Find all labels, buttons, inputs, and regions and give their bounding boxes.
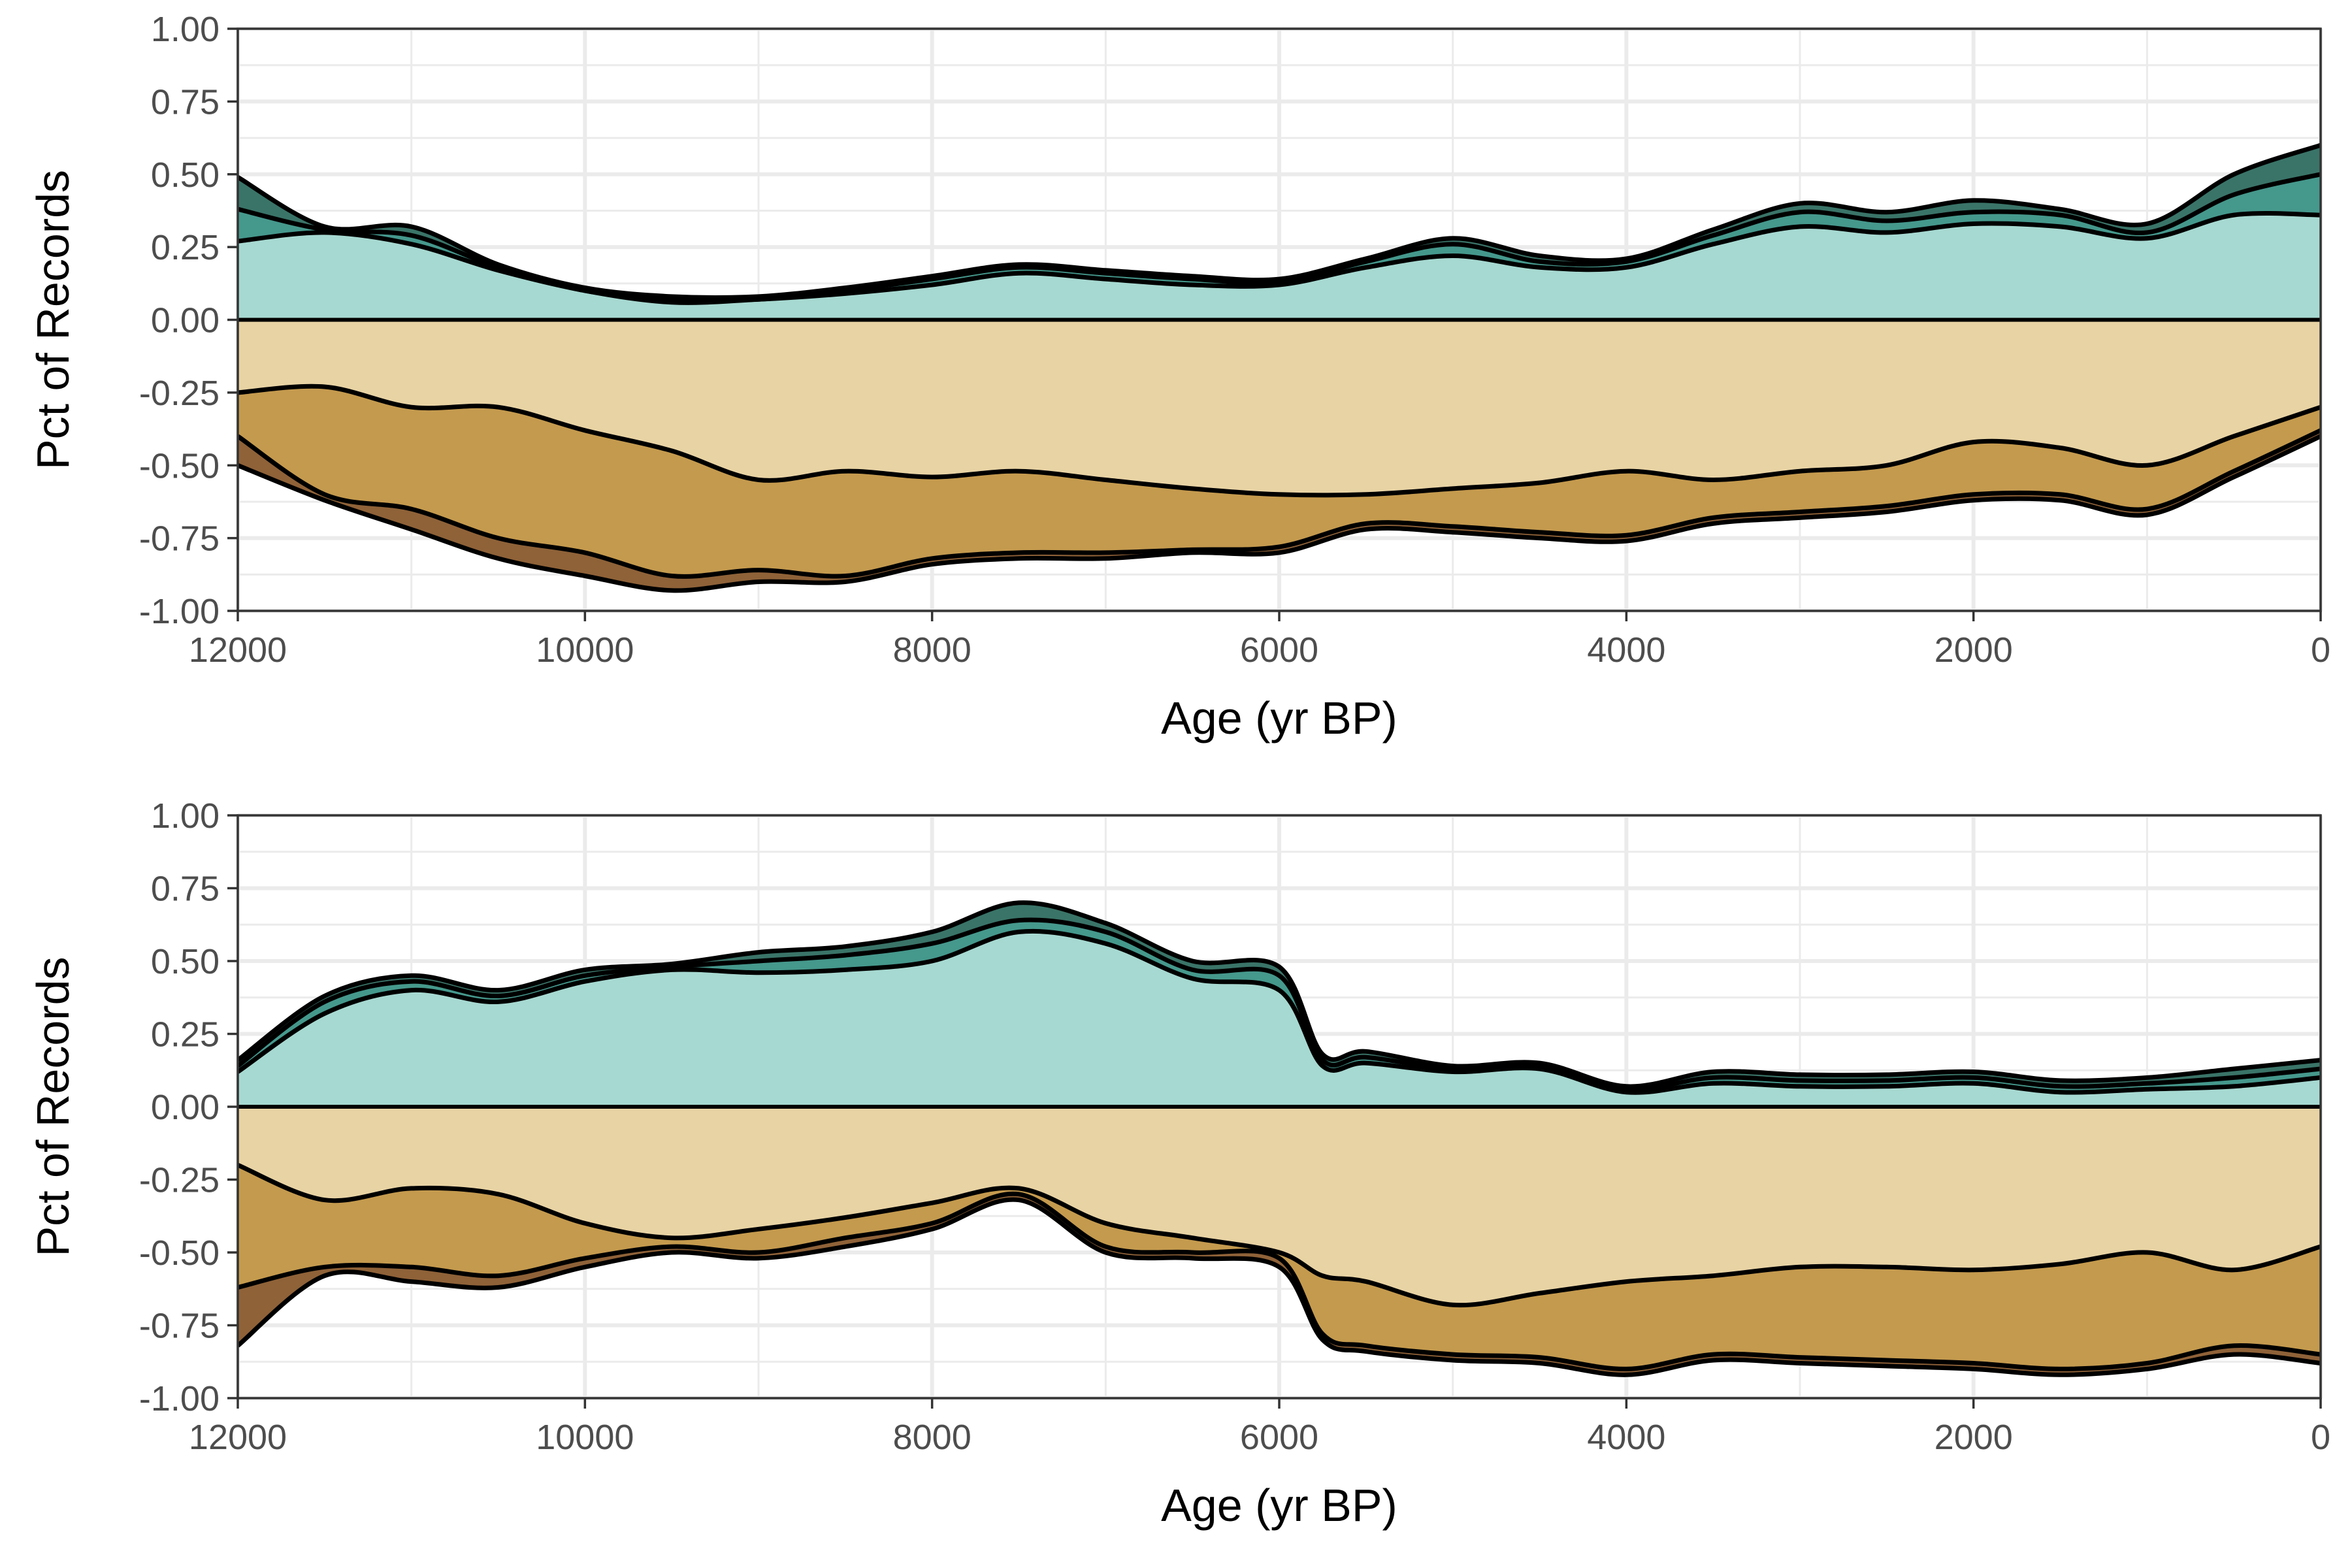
x-tick-label: 2000 — [1935, 1418, 2013, 1457]
neg-band-2 — [238, 1165, 2321, 1369]
y-tick-label: 0.00 — [151, 301, 220, 340]
x-tick-label: 8000 — [893, 1418, 972, 1457]
series-line-3 — [238, 142, 2321, 301]
neg-band-1 — [238, 1107, 2321, 1305]
y-tick-label: 0.25 — [151, 1015, 220, 1054]
series-line-5 — [238, 1191, 2321, 1371]
series-line-4 — [238, 384, 2321, 498]
series-line-2 — [238, 917, 2321, 1092]
x-tick-label: 6000 — [1240, 1418, 1318, 1457]
chart-panel-2: 1.00 0.75 0.50 0.25 0.00 -0.25 -0.50 -0.75 -1.00… — [27, 796, 2330, 1531]
x-tick-label: 2000 — [1935, 630, 2013, 670]
chart-panel-1: 1.00 0.75 0.50 0.25 0.00 -0.25 -0.50 -0.75 -1.00… — [27, 10, 2330, 743]
x-tick-label: 6000 — [1240, 630, 1318, 670]
x-tick-label: 10000 — [536, 1418, 634, 1457]
x-tick-label: 4000 — [1587, 1418, 1665, 1457]
series-line-4 — [238, 1162, 2321, 1308]
y-axis-title: Pct of Records — [27, 956, 78, 1256]
x-tick-label: 0 — [2311, 1418, 2330, 1457]
x-tick-label: 4000 — [1587, 630, 1665, 670]
x-axis-title: Age (yr BP) — [1161, 693, 1397, 743]
neg-band-2 — [238, 386, 2321, 577]
series-line-2 — [238, 172, 2321, 303]
x-tick-label: 12000 — [189, 630, 287, 670]
series-line-6 — [238, 434, 2321, 593]
y-tick-label: -0.50 — [139, 446, 220, 485]
y-tick-label: -1.00 — [139, 1379, 220, 1418]
neg-band-1 — [238, 319, 2321, 495]
y-tick-label: -1.00 — [139, 592, 220, 631]
series-line-3 — [238, 900, 2321, 1089]
y-tick-label: -0.75 — [139, 519, 220, 559]
x-tick-label: 0 — [2311, 630, 2330, 670]
y-tick-label: -0.25 — [139, 1161, 220, 1200]
x-tick-label: 10000 — [536, 630, 634, 670]
x-axis-title: Age (yr BP) — [1161, 1480, 1397, 1531]
y-tick-label: -0.75 — [139, 1307, 220, 1346]
x-tick-label: 8000 — [893, 630, 972, 670]
series-line-5 — [238, 428, 2321, 579]
data-layer — [238, 142, 2321, 593]
y-tick-label: -0.25 — [139, 374, 220, 413]
y-tick-label: 0.50 — [151, 942, 220, 981]
series-line-6 — [238, 1197, 2321, 1377]
pos-band-1 — [238, 213, 2321, 320]
y-tick-label: 0.50 — [151, 155, 220, 195]
y-tick-label: -0.50 — [139, 1233, 220, 1273]
x-tick-label: 12000 — [189, 1418, 287, 1457]
y-axis-title: Pct of Records — [27, 170, 78, 470]
data-layer — [238, 900, 2321, 1377]
series-line-1 — [238, 928, 2321, 1095]
y-tick-label: 0.25 — [151, 228, 220, 267]
y-tick-label: 0.75 — [151, 82, 220, 122]
y-tick-label: 1.00 — [151, 10, 220, 49]
y-tick-label: 0.75 — [151, 870, 220, 909]
y-tick-label: 0.00 — [151, 1088, 220, 1127]
y-tick-label: 1.00 — [151, 796, 220, 836]
pos-band-1 — [238, 931, 2321, 1107]
